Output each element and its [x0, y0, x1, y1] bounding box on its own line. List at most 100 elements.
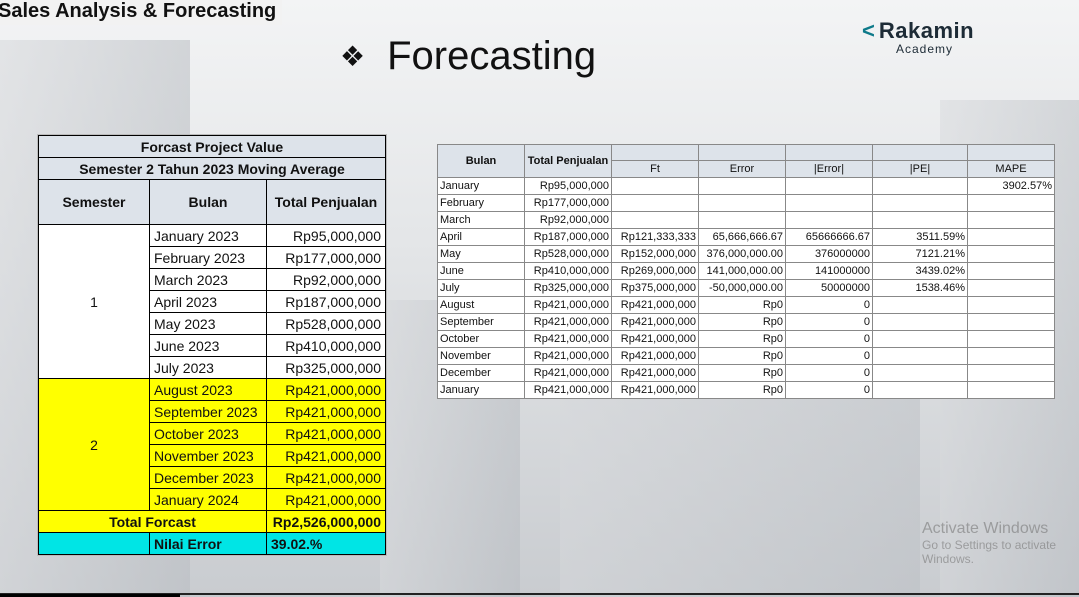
total-cell: Rp421,000,000	[524, 381, 612, 399]
bulan-cell: July 2023	[149, 356, 267, 379]
table-row: May Rp528,000,000 Rp152,000,000 376,000,000…	[437, 245, 1055, 263]
mape-cell	[967, 364, 1055, 382]
table-row: July Rp325,000,000 Rp375,000,000 -50,000,00…	[437, 279, 1055, 297]
pe-cell	[872, 381, 968, 399]
table-row: November Rp421,000,000 Rp421,000,000 Rp0 0	[437, 347, 1055, 365]
bulan-cell: April 2023	[149, 290, 267, 313]
semester-2-cell: 2	[38, 378, 150, 511]
pe-cell	[872, 296, 968, 314]
total-cell: Rp421,000,000	[266, 466, 386, 489]
bulan-cell: May	[437, 245, 525, 263]
pe-cell	[872, 194, 968, 212]
rt-header-ft: Ft	[611, 160, 699, 178]
error-cell: Rp0	[698, 330, 786, 348]
mape-cell	[967, 330, 1055, 348]
forecast-project-value-table: Forcast Project Value Semester 2 Tahun 2…	[38, 135, 386, 555]
abs-error-cell: 0	[785, 381, 873, 399]
error-cell: Rp0	[698, 347, 786, 365]
mape-cell	[967, 194, 1055, 212]
mape-cell	[967, 381, 1055, 399]
error-cell: Rp0	[698, 313, 786, 331]
bulan-cell: October	[437, 330, 525, 348]
pe-cell	[872, 364, 968, 382]
ft-cell: Rp421,000,000	[611, 296, 699, 314]
error-cell: Rp0	[698, 381, 786, 399]
semester-1-cell: 1	[38, 224, 150, 379]
total-cell: Rp92,000,000	[524, 211, 612, 229]
watermark-line2: Go to Settings to activate Windows.	[922, 538, 1057, 566]
slide-title: ❖ Forecasting	[340, 34, 596, 79]
table-row: January 2024 Rp421,000,000	[39, 488, 386, 511]
logo-mark-icon: <	[862, 18, 875, 43]
abs-error-cell	[785, 177, 873, 195]
table-title: Forcast Project Value	[38, 135, 386, 158]
error-cell: Rp0	[698, 296, 786, 314]
bulan-cell: September 2023	[149, 400, 267, 423]
ft-cell: Rp121,333,333	[611, 228, 699, 246]
bulan-cell: March 2023	[149, 268, 267, 291]
table-row: June Rp410,000,000 Rp269,000,000 141,000,00…	[437, 262, 1055, 280]
bulan-cell: January	[437, 177, 525, 195]
total-cell: Rp421,000,000	[524, 347, 612, 365]
bulan-cell: November 2023	[149, 444, 267, 467]
total-cell: Rp421,000,000	[266, 400, 386, 423]
slide-title-text: Forecasting	[387, 34, 597, 78]
total-cell: Rp421,000,000	[524, 313, 612, 331]
bottom-divider	[0, 593, 1079, 595]
ft-cell: Rp421,000,000	[611, 347, 699, 365]
total-cell: Rp92,000,000	[266, 268, 386, 291]
total-cell: Rp528,000,000	[266, 312, 386, 335]
table-row: July 2023 Rp325,000,000	[39, 356, 386, 379]
abs-error-cell: 141000000	[785, 262, 873, 280]
error-cell: Rp0	[698, 364, 786, 382]
table-row: May 2023 Rp528,000,000	[39, 312, 386, 335]
bulan-cell: June	[437, 262, 525, 280]
error-cell	[698, 194, 786, 212]
column-header-bulan: Bulan	[149, 179, 267, 225]
table-row: October Rp421,000,000 Rp421,000,000 Rp0 0	[437, 330, 1055, 348]
mape-cell	[967, 347, 1055, 365]
total-cell: Rp95,000,000	[524, 177, 612, 195]
ft-cell: Rp375,000,000	[611, 279, 699, 297]
total-forecast-value: Rp2,526,000,000	[266, 510, 386, 533]
table-row: March Rp92,000,000	[437, 211, 1055, 229]
table-row: October 2023 Rp421,000,000	[39, 422, 386, 445]
total-cell: Rp177,000,000	[266, 246, 386, 269]
ft-cell: Rp421,000,000	[611, 313, 699, 331]
table-row: April 2023 Rp187,000,000	[39, 290, 386, 313]
bulan-cell: January	[437, 381, 525, 399]
table-row: 2 August 2023 Rp421,000,000	[38, 378, 386, 511]
abs-error-cell: 376000000	[785, 245, 873, 263]
mape-cell	[967, 211, 1055, 229]
ft-cell: Rp421,000,000	[611, 330, 699, 348]
abs-error-cell: 0	[785, 347, 873, 365]
total-cell: Rp95,000,000	[266, 224, 386, 247]
rt-header-bulan: Bulan	[437, 144, 525, 178]
abs-error-cell	[785, 194, 873, 212]
total-cell: Rp421,000,000	[266, 422, 386, 445]
total-cell: Rp410,000,000	[524, 262, 612, 280]
rt-header-abs-error: |Error|	[785, 160, 873, 178]
table-subtitle: Semester 2 Tahun 2023 Moving Average	[38, 157, 386, 180]
bulan-cell: January 2023	[149, 224, 267, 247]
pe-cell	[872, 313, 968, 331]
pe-cell: 3511.59%	[872, 228, 968, 246]
ft-cell	[611, 211, 699, 229]
mape-cell	[967, 296, 1055, 314]
column-header-total: Total Penjualan	[266, 179, 386, 225]
error-label: Nilai Error	[149, 532, 267, 555]
ft-cell	[611, 194, 699, 212]
header-title: Sales Analysis & Forecasting	[0, 0, 283, 25]
abs-error-cell: 0	[785, 330, 873, 348]
abs-error-cell: 0	[785, 296, 873, 314]
bottom-bar	[0, 594, 180, 597]
mape-cell	[967, 279, 1055, 297]
bulan-cell: May 2023	[149, 312, 267, 335]
mape-cell	[967, 313, 1055, 331]
abs-error-cell: 0	[785, 364, 873, 382]
rakamin-logo: < Rakamin Academy	[862, 18, 974, 56]
table-row: September 2023 Rp421,000,000	[39, 400, 386, 423]
table-row: 1 January 2023 Rp95,000,000	[38, 224, 386, 379]
error-cell: 376,000,000.00	[698, 245, 786, 263]
diamond-bullet-icon: ❖	[340, 41, 366, 72]
